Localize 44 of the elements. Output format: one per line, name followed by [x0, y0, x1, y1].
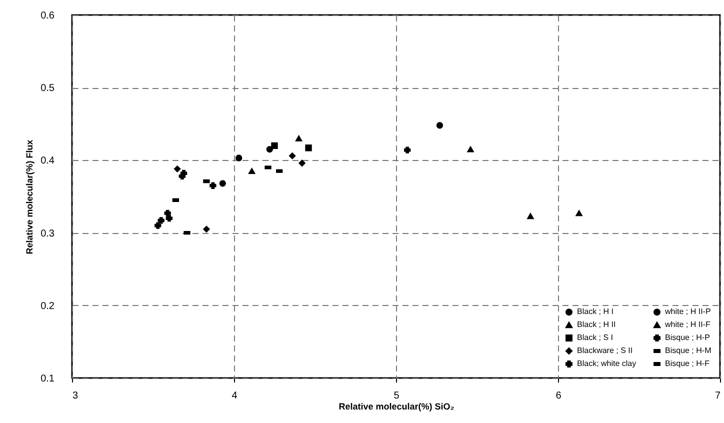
legend-label: Black ; H II	[577, 320, 616, 329]
legend-label: Blackware ; S II	[577, 346, 633, 355]
legend-label: Bisque ; H-M	[665, 346, 712, 355]
point	[576, 210, 582, 216]
point	[154, 222, 162, 229]
legend-label: Black ; H I	[577, 307, 614, 316]
point	[164, 210, 171, 217]
point	[174, 166, 181, 172]
point	[158, 217, 164, 224]
y-tick-label: 0.3	[40, 228, 55, 240]
x-tick-label: 5	[394, 390, 400, 402]
point	[236, 154, 242, 162]
point	[467, 146, 474, 152]
point	[219, 180, 226, 187]
x-axis-title: Relative molecular(%) SiO₂	[338, 402, 454, 412]
legend-label: Bisque ; H-P	[665, 333, 710, 342]
point	[288, 152, 296, 160]
x-tick-label: 3	[72, 390, 78, 402]
point	[305, 144, 312, 152]
point	[527, 213, 534, 220]
point	[203, 226, 210, 233]
point	[436, 122, 444, 129]
point	[298, 160, 306, 166]
y-tick-label: 0.5	[40, 83, 55, 94]
legend-label: Black; white clay	[577, 359, 636, 368]
x-tick-label: 4	[232, 390, 238, 402]
point	[266, 146, 273, 153]
legend-label: Bisque ; H-F	[665, 359, 710, 368]
x-tick-label: 7	[714, 390, 721, 402]
y-tick-label: 0.6	[40, 10, 55, 22]
point	[271, 142, 278, 150]
point	[210, 182, 216, 189]
legend-label: Black ; S I	[577, 333, 614, 342]
legend-label: white ; H II-P	[664, 307, 711, 316]
x-tick-label: 6	[556, 390, 562, 402]
y-tick-label: 0.4	[40, 156, 55, 167]
point	[248, 168, 256, 174]
point	[166, 214, 173, 222]
y-axis-title: Relative molecular(%) Flux	[24, 140, 35, 254]
legend-label: white ; H II-F	[664, 320, 710, 329]
y-tick-label: 0.1	[40, 374, 55, 384]
y-tick-label: 0.2	[40, 300, 55, 312]
point	[404, 146, 411, 154]
point	[295, 135, 302, 142]
